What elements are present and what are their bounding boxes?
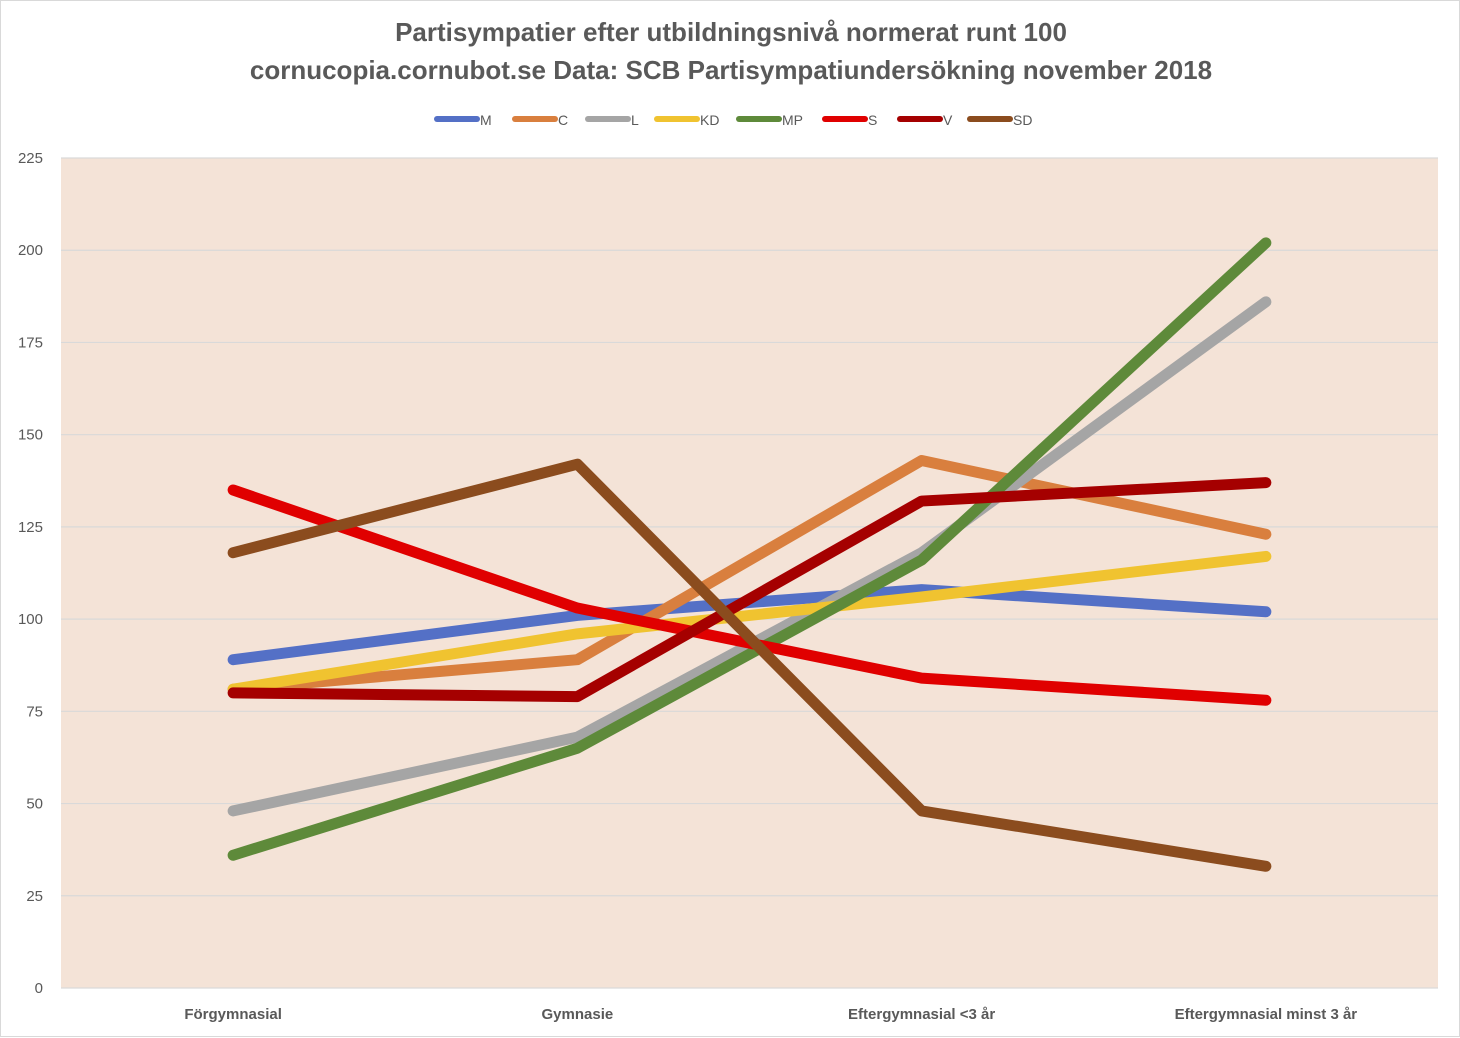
x-tick-label: Förgymnasial	[184, 1006, 282, 1023]
x-tick-label: Eftergymnasial minst 3 år	[1175, 1006, 1358, 1023]
legend-label-s: S	[868, 112, 877, 128]
y-tick-label: 75	[26, 703, 43, 720]
series-line-sd	[227, 458, 1272, 872]
y-tick-label: 175	[18, 334, 43, 351]
series-line-mp	[227, 237, 1272, 861]
x-tick-label: Eftergymnasial <3 år	[848, 1006, 995, 1023]
y-tick-label: 200	[18, 242, 43, 259]
y-tick-label: 225	[18, 150, 43, 167]
y-tick-label: 125	[18, 519, 43, 536]
legend-label-l: L	[631, 112, 639, 128]
x-tick-label: Gymnasie	[542, 1006, 614, 1023]
series-line-c	[227, 454, 1272, 695]
series-line-v	[227, 477, 1272, 703]
chart-title: Partisympatier efter utbildningsnivå nor…	[395, 17, 1067, 47]
legend-label-c: C	[558, 112, 568, 128]
y-tick-label: 150	[18, 427, 43, 444]
chart-subtitle: cornucopia.cornubot.se Data: SCB Partisy…	[249, 55, 1213, 85]
y-tick-label: 25	[26, 888, 43, 905]
y-tick-label: 50	[26, 796, 43, 813]
legend-label-m: M	[480, 112, 492, 128]
y-tick-label: 0	[35, 980, 43, 997]
y-tick-label: 100	[18, 611, 43, 628]
legend-label-v: V	[943, 112, 953, 128]
series-line-kd	[227, 550, 1272, 695]
legend-label-mp: MP	[782, 112, 803, 128]
legend-label-sd: SD	[1013, 112, 1032, 128]
legend-label-kd: KD	[700, 112, 719, 128]
